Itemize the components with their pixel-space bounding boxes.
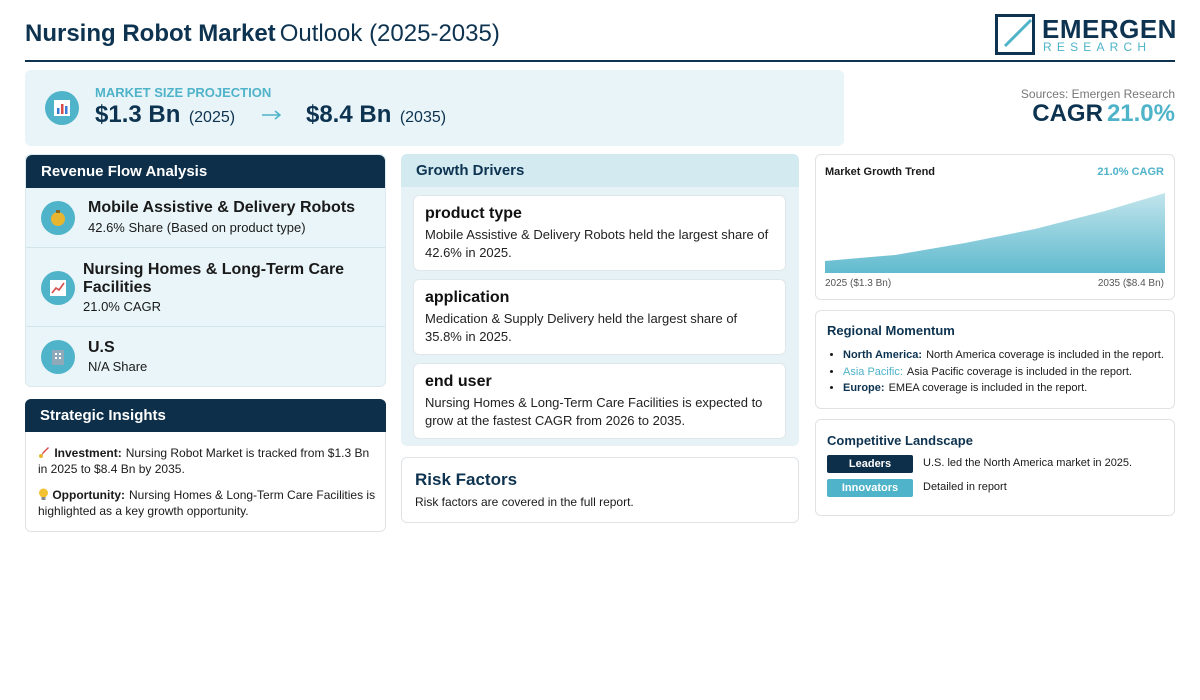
region-list: North America:North America coverage is … <box>827 347 1172 397</box>
trend-area <box>825 193 1165 273</box>
region-item: North America:North America coverage is … <box>843 347 1172 364</box>
growth-trend: Market Growth Trend 21.0% CAGR 2025 ($1.… <box>815 154 1175 300</box>
region-item: Asia Pacific:Asia Pacific coverage is in… <box>843 364 1172 381</box>
panel-title: Growth Drivers <box>401 154 799 187</box>
banner-icon <box>45 91 79 125</box>
panel-title: Strategic Insights <box>25 399 386 432</box>
regional-momentum: Regional Momentum North America:North Am… <box>815 310 1175 409</box>
logo-bottom: RESEARCH <box>1043 40 1152 54</box>
banner: MARKET SIZE PROJECTION $1.3 Bn (2025) $8… <box>25 70 844 146</box>
title-bold: Nursing Robot Market <box>25 20 276 47</box>
cagr-value: 21.0% <box>1106 100 1175 127</box>
card-title: end user <box>425 373 492 390</box>
flow-item: U.S N/A Share <box>26 327 385 386</box>
driver-card: application Medication & Supply Delivery … <box>413 279 786 355</box>
item-subtitle: 42.6% Share (Based on product type) <box>88 220 306 235</box>
card-text: Nursing Homes & Long-Term Care Facilitie… <box>425 395 763 428</box>
region-name: Europe: <box>843 382 885 394</box>
banner-label: MARKET SIZE PROJECTION <box>95 85 272 100</box>
source: Sources: Emergen Research <box>1020 87 1175 101</box>
end-value: $8.4 Bn <box>305 101 392 128</box>
trend-cagr: 21.0% CAGR <box>1097 166 1164 178</box>
card-text: Mobile Assistive & Delivery Robots held … <box>425 227 769 260</box>
region-name: Asia Pacific: <box>843 365 903 378</box>
card-title: product type <box>425 205 522 222</box>
flow-item: Mobile Assistive & Delivery Robots 42.6%… <box>26 188 385 248</box>
risk-factors: Risk Factors Risk factors are covered in… <box>401 457 799 523</box>
icon <box>50 280 66 296</box>
bulb-icon <box>39 488 48 500</box>
item-icon <box>41 201 75 235</box>
logo-top: EMERGEN <box>1042 14 1177 44</box>
strategic-insights: Strategic Insights Investment: Nursing Ro… <box>25 399 386 532</box>
region-text: Asia Pacific coverage is included in the… <box>906 365 1132 378</box>
flow-item: Nursing Homes & Long-Term Care Facilitie… <box>26 248 385 327</box>
icon <box>54 100 70 116</box>
risk-title: Risk Factors <box>415 470 518 489</box>
region-text: EMEA coverage is included in the report. <box>888 382 1088 394</box>
end-year: (2035) <box>399 109 447 126</box>
competitive-landscape: Competitive Landscape Leaders U.S. led t… <box>815 419 1175 516</box>
driver-card: end user Nursing Homes & Long-Term Care F… <box>413 363 786 439</box>
card-title: application <box>425 289 510 306</box>
insight: Opportunity: Nursing Homes & Long-Term Ca… <box>38 487 378 519</box>
risk-text: Risk factors are covered in the full rep… <box>415 495 634 509</box>
banner-values: $1.3 Bn (2025) $8.4 Bn (2035) <box>95 101 446 129</box>
item-title: U.S <box>88 339 115 356</box>
insight-text: Nursing Robot Market is tracked from $1.… <box>38 446 370 476</box>
item-title: Mobile Assistive & Delivery Robots <box>88 199 356 216</box>
start-value: $1.3 Bn <box>95 101 181 128</box>
badge: Leaders <box>827 455 913 473</box>
row-text: U.S. led the North America market in 202… <box>923 457 1133 469</box>
trend-end: 2035 ($8.4 Bn) <box>1097 278 1164 289</box>
badge: Innovators <box>827 479 913 497</box>
title-rest: Outlook (2025-2035) <box>279 20 500 47</box>
logo: EMERGEN RESEARCH <box>995 14 1177 56</box>
insight-label: Opportunity: <box>52 488 125 502</box>
item-subtitle: N/A Share <box>88 359 148 374</box>
insight-label: Investment: <box>54 446 122 460</box>
region-item: Europe:EMEA coverage is included in the … <box>843 380 1172 397</box>
item-subtitle: 21.0% CAGR <box>83 299 162 314</box>
region-name: North America: <box>843 349 923 361</box>
page-title: Nursing Robot Market Outlook (2025-2035) <box>25 20 500 48</box>
rocket-icon <box>39 447 49 458</box>
revenue-flow: Revenue Flow Analysis Mobile Assistive &… <box>25 154 386 387</box>
icon <box>52 350 64 365</box>
cagr-label: CAGR <box>1032 100 1103 127</box>
row-text: Detailed in report <box>923 481 1007 493</box>
arrow <box>261 110 281 120</box>
insight: Investment: Nursing Robot Market is track… <box>38 445 378 477</box>
cagr: CAGR 21.0% <box>1032 100 1175 128</box>
item-icon <box>41 340 75 374</box>
icon <box>51 210 65 226</box>
section-title: Competitive Landscape <box>827 433 973 448</box>
logo-mark <box>995 14 1035 55</box>
driver-card: product type Mobile Assistive & Delivery … <box>413 195 786 271</box>
item-icon <box>41 271 75 305</box>
start-year: (2025) <box>188 109 236 126</box>
growth-drivers: Growth Drivers product type Mobile Assist… <box>401 154 799 446</box>
region-text: North America coverage is included in th… <box>926 349 1164 361</box>
header-rule <box>25 60 1175 62</box>
insight-text: Nursing Homes & Long-Term Care Facilitie… <box>38 488 376 518</box>
panel-title: Revenue Flow Analysis <box>26 155 385 188</box>
section-title: Regional Momentum <box>827 323 955 338</box>
card-text: Medication & Supply Delivery held the la… <box>425 311 738 344</box>
trend-start: 2025 ($1.3 Bn) <box>825 278 892 289</box>
trend-title: Market Growth Trend <box>825 166 936 178</box>
item-title: Nursing Homes & Long-Term Care Facilitie… <box>83 261 345 296</box>
